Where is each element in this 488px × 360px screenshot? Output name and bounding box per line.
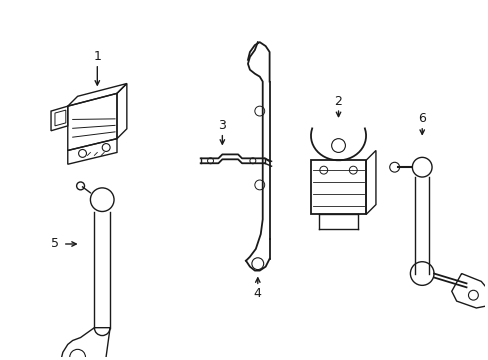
Text: 1: 1 — [93, 50, 101, 63]
Text: 5: 5 — [51, 238, 59, 251]
Text: 3: 3 — [218, 120, 226, 132]
Text: 6: 6 — [417, 112, 425, 125]
Text: 4: 4 — [253, 287, 261, 300]
Text: 2: 2 — [334, 95, 342, 108]
